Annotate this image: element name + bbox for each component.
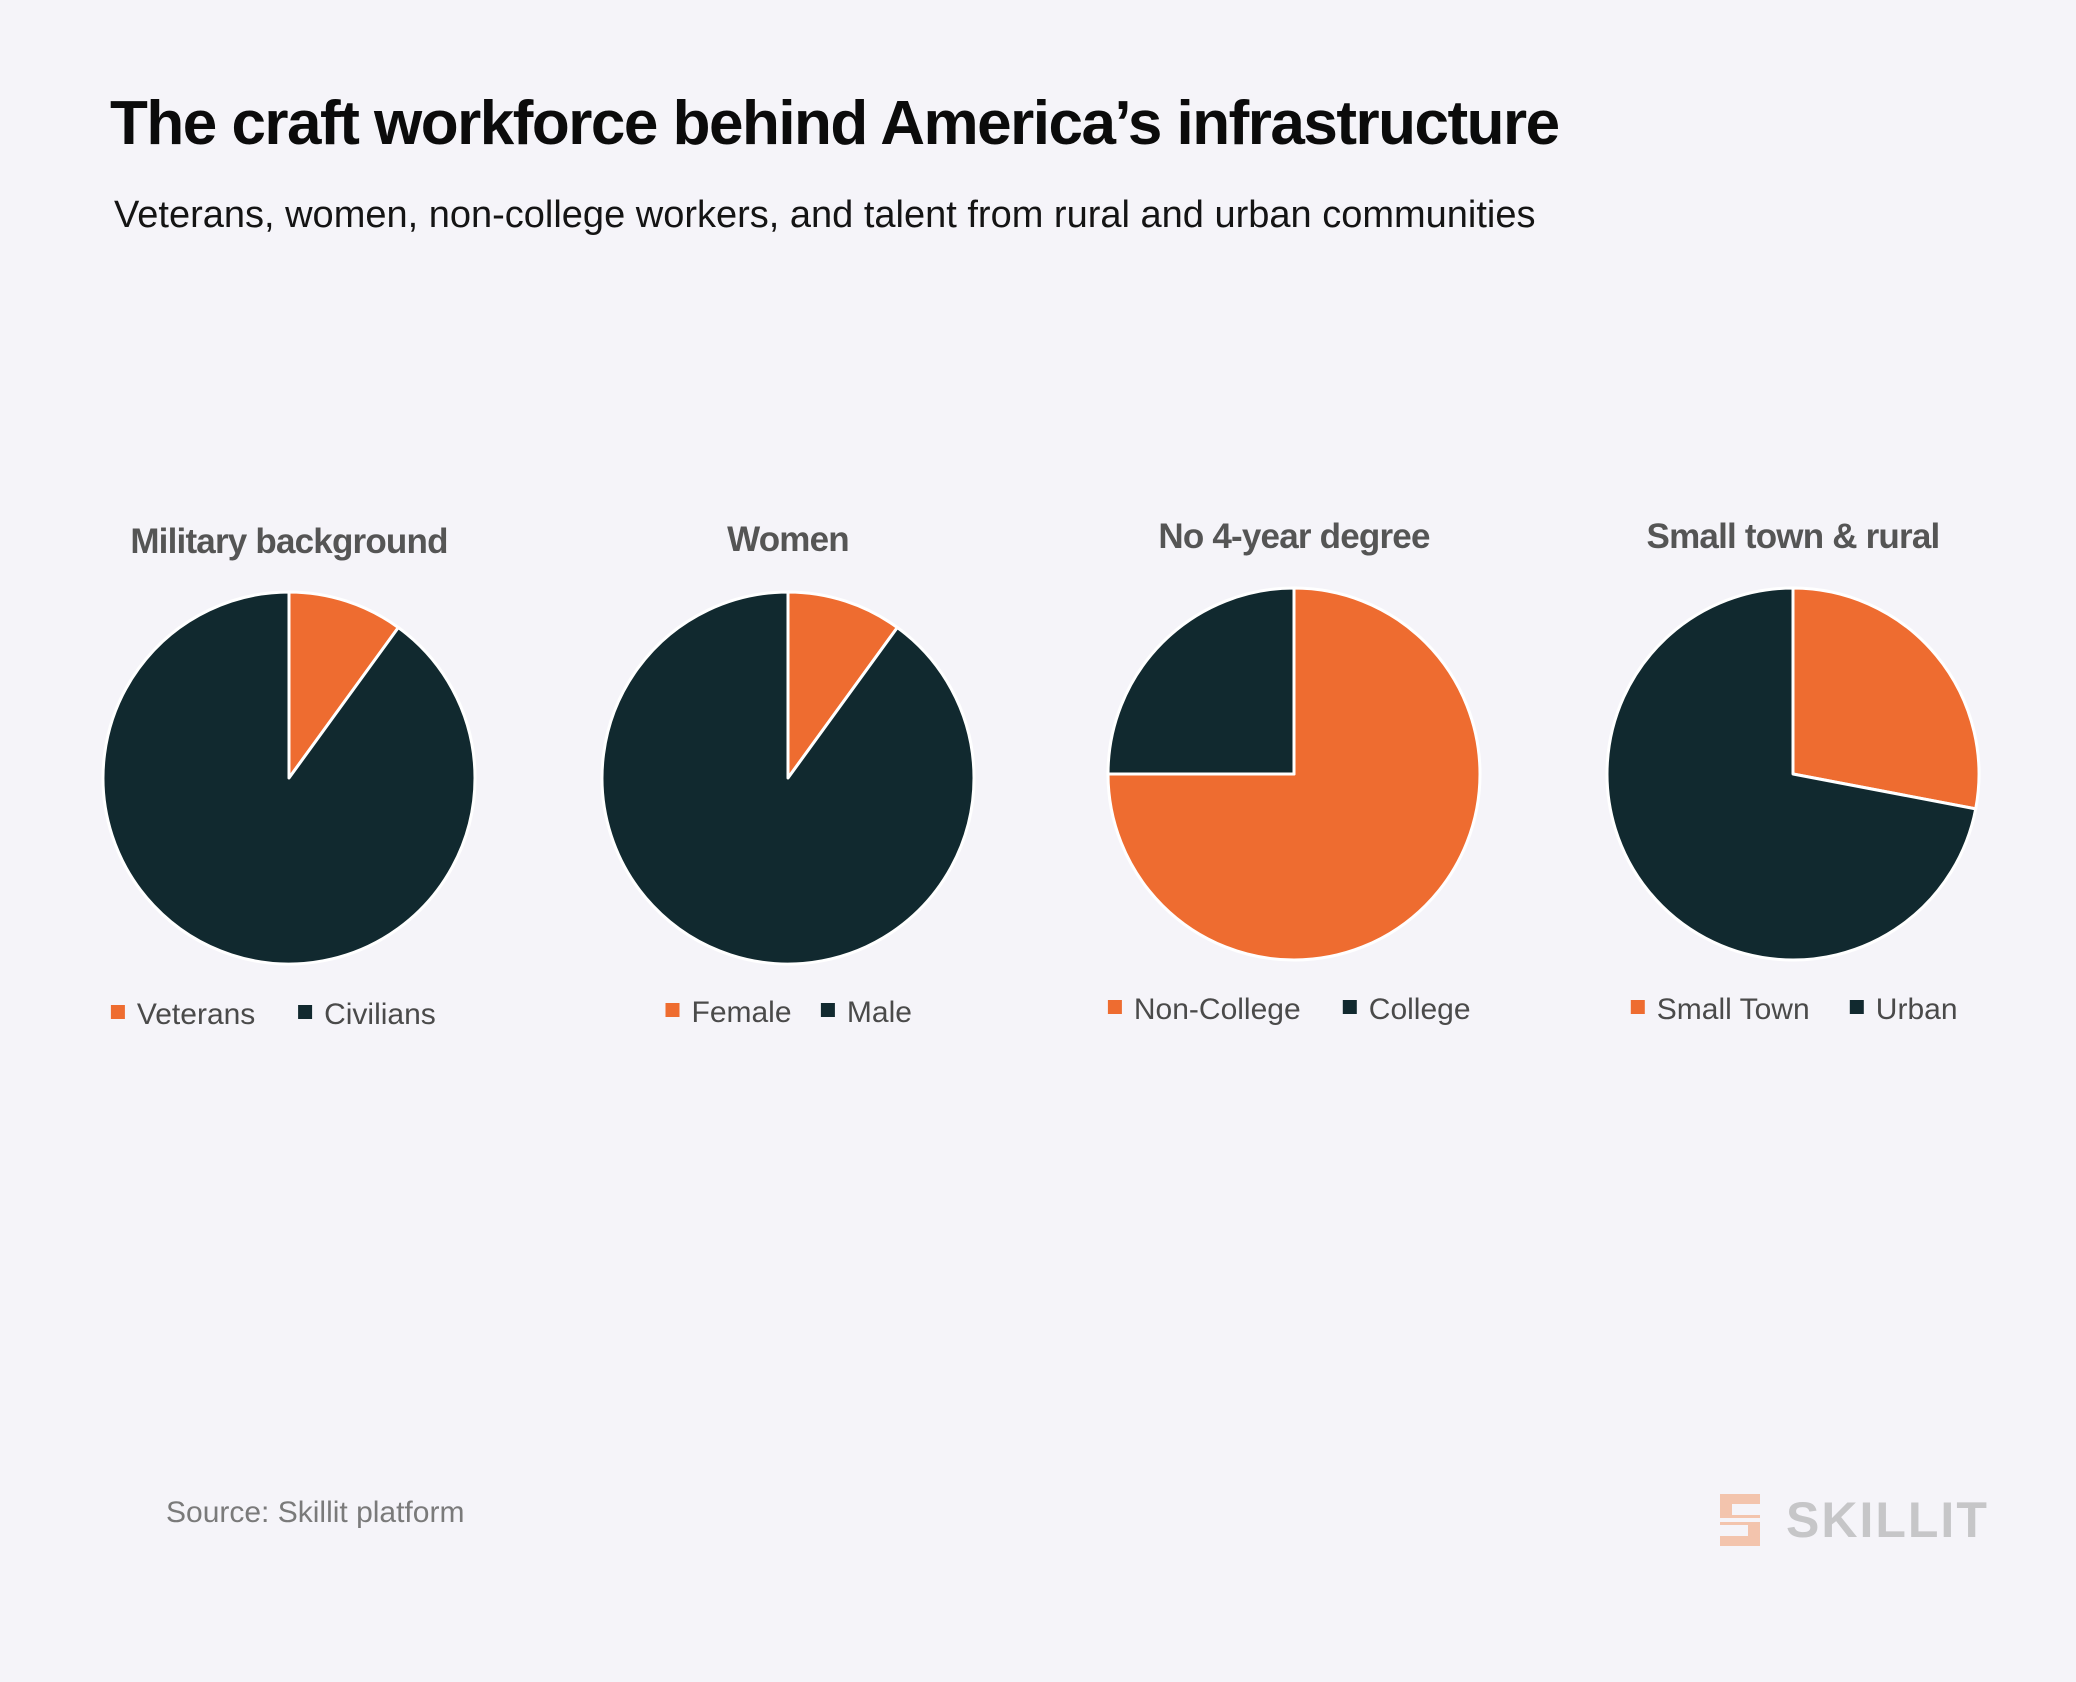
legend-item-urban: Urban <box>1849 993 1958 1026</box>
pie-slice-urban <box>1605 586 1978 962</box>
legend-swatch <box>1849 1000 1864 1014</box>
logo-text: SKILLIT <box>1786 1492 1989 1548</box>
chart-legend: Small Town Urban <box>1630 993 1958 1026</box>
legend-item-non-college: Non-College <box>1107 993 1301 1026</box>
skillit-s-logo-icon <box>1720 1494 1760 1546</box>
legend-item-college: College <box>1342 993 1471 1026</box>
legend-label: Small Town <box>1657 993 1810 1026</box>
pie-slice-college <box>1106 586 1296 776</box>
legend-swatch <box>820 1003 835 1017</box>
legend-label: Non-College <box>1134 993 1301 1026</box>
legend-swatch <box>1630 1000 1645 1014</box>
chart-legend: Non-College College <box>1107 993 1471 1026</box>
legend-item-male: Male <box>820 996 912 1029</box>
pie-slice-male <box>600 590 976 966</box>
chart-legend: Veterans Civilians <box>110 998 436 1031</box>
legend-swatch <box>1107 1000 1122 1014</box>
pie-chart-military-background: Military background Veterans Civilians <box>101 522 477 1031</box>
page-title: The craft workforce behind America’s inf… <box>110 89 1560 158</box>
legend-swatch <box>1342 1000 1357 1014</box>
legend-item-small-town: Small Town <box>1630 993 1810 1026</box>
pie-slice-female <box>786 590 899 780</box>
chart-title: Small town & rural <box>1647 517 1940 556</box>
chart-title: Military background <box>130 522 447 561</box>
legend-label: Civilians <box>324 998 436 1031</box>
chart-title: Women <box>727 520 849 559</box>
legend-item-veterans: Veterans <box>110 998 255 1031</box>
chart-title: No 4-year degree <box>1158 517 1430 556</box>
legend-label: Urban <box>1876 993 1958 1026</box>
pie-chart-small-town-rural: Small town & rural Small Town Urban <box>1605 517 1981 1026</box>
source-note: Source: Skillit platform <box>166 1496 465 1529</box>
page-subtitle: Veterans, women, non-college workers, an… <box>114 194 1536 236</box>
legend-label: Female <box>692 996 792 1029</box>
legend-label: College <box>1369 993 1471 1026</box>
legend-swatch <box>665 1003 680 1017</box>
skillit-logo: SKILLIT <box>1714 1490 1989 1550</box>
legend-item-female: Female <box>665 996 792 1029</box>
legend-label: Veterans <box>137 998 255 1031</box>
pie-chart-women: Women Female Male <box>600 520 976 1029</box>
legend-swatch <box>298 1005 313 1019</box>
pie-slice-civilians <box>101 590 477 966</box>
legend-item-civilians: Civilians <box>298 998 436 1031</box>
pie-slice-small-town <box>1791 586 1981 811</box>
chart-legend: Female Male <box>665 996 912 1029</box>
pie-chart-no-4-year-degree: No 4-year degree Non-College College <box>1106 517 1482 1026</box>
legend-label: Male <box>847 996 912 1029</box>
legend-swatch <box>110 1005 125 1019</box>
pie-slice-veterans <box>287 590 400 780</box>
